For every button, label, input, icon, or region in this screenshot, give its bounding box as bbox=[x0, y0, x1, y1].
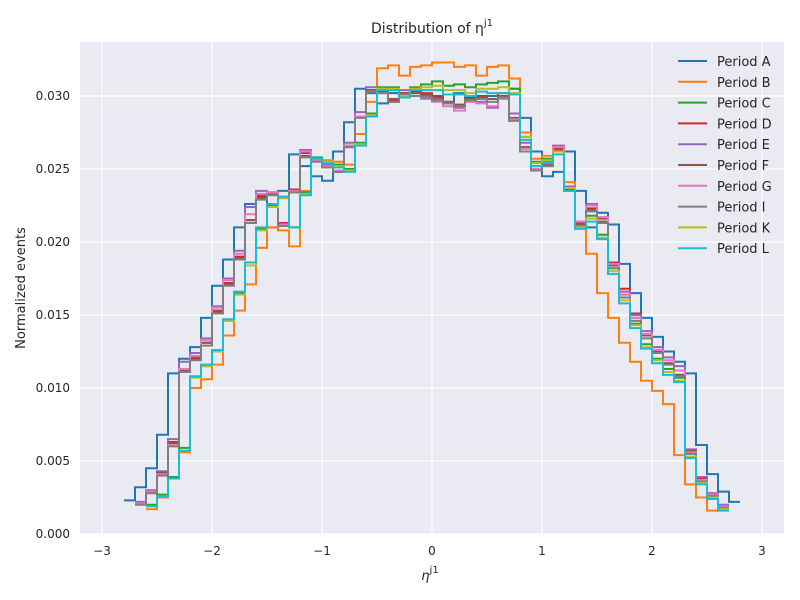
legend-label: Period G bbox=[717, 180, 772, 195]
legend-label: Period F bbox=[717, 159, 769, 174]
x-axis: −3 −2 −1 0 1 2 3 bbox=[93, 544, 766, 558]
legend-label: Period B bbox=[717, 76, 771, 91]
chart-title-superscript: j1 bbox=[483, 18, 493, 29]
x-tick-label: −2 bbox=[203, 544, 221, 558]
y-tick-label: 0.010 bbox=[36, 381, 70, 395]
y-axis-title: Normalized events bbox=[14, 227, 29, 349]
x-tick-label: 2 bbox=[648, 544, 656, 558]
y-tick-label: 0.005 bbox=[36, 454, 70, 468]
legend-label: Period C bbox=[717, 97, 771, 112]
x-axis-title: ηj1 bbox=[421, 565, 438, 584]
x-tick-label: −3 bbox=[93, 544, 111, 558]
x-tick-label: 3 bbox=[758, 544, 766, 558]
x-tick-label: 1 bbox=[538, 544, 546, 558]
y-tick-label: 0.020 bbox=[36, 235, 70, 249]
y-tick-label: 0.030 bbox=[36, 89, 70, 103]
legend: Period A Period B Period C Period D Period E… bbox=[678, 55, 772, 257]
y-tick-label: 0.015 bbox=[36, 308, 70, 322]
y-tick-label: 0.000 bbox=[36, 527, 70, 541]
y-axis: 0.000 0.005 0.010 0.015 0.020 0.025 0.030 bbox=[36, 89, 70, 541]
chart-title: Distribution of ηj1 bbox=[371, 18, 493, 37]
legend-label: Period L bbox=[717, 242, 770, 257]
legend-label: Period I bbox=[717, 201, 766, 216]
chart-title-text: Distribution of η bbox=[371, 21, 484, 37]
y-tick-label: 0.025 bbox=[36, 162, 70, 176]
series-layer bbox=[124, 61, 740, 512]
grid bbox=[80, 42, 784, 535]
series-step-line-period-l bbox=[146, 89, 729, 512]
x-tick-label: −1 bbox=[313, 544, 331, 558]
legend-label: Period D bbox=[717, 117, 772, 132]
legend-label: Period E bbox=[717, 138, 770, 153]
x-axis-title-superscript: j1 bbox=[429, 565, 439, 576]
x-tick-label: 0 bbox=[428, 544, 436, 558]
legend-label: Period K bbox=[717, 221, 771, 236]
series-step-line-period-b bbox=[146, 61, 718, 512]
legend-label: Period A bbox=[717, 55, 771, 70]
x-axis-title-text: η bbox=[421, 569, 429, 584]
